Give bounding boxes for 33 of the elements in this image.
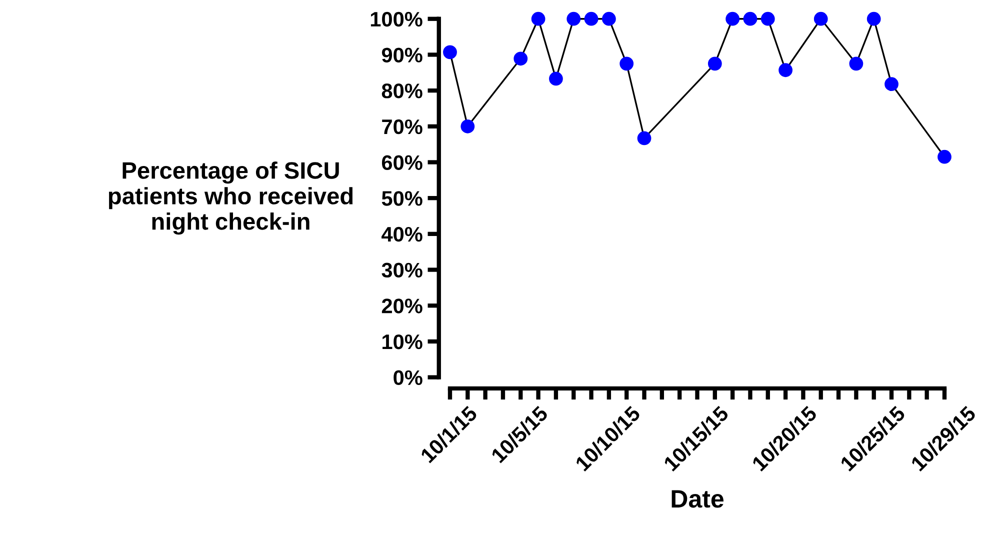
point (778, 63, 792, 78)
x-axis-title: Date (672, 490, 724, 508)
point (814, 12, 828, 26)
y-tick-label: 20% (382, 298, 422, 314)
point (849, 56, 864, 71)
point (549, 72, 563, 86)
y-tick-label: 50% (382, 191, 422, 206)
point (866, 12, 881, 26)
y-tick-label: 90% (382, 48, 422, 62)
point (726, 12, 740, 26)
point (514, 52, 528, 66)
y-tick-label: 10% (382, 334, 422, 350)
y-axis-title: Percentage of SICU patients who received night check-in (108, 162, 353, 235)
y-tick-label: 40% (382, 226, 422, 242)
point (602, 12, 616, 26)
y-tick-label: 80% (382, 84, 422, 98)
point (760, 12, 775, 26)
y-tick-label: 0% (394, 370, 422, 386)
y-tick-label: 70% (382, 119, 422, 134)
point (620, 56, 634, 71)
point (584, 12, 598, 26)
point (743, 12, 758, 26)
point (443, 45, 457, 60)
point (566, 12, 581, 26)
point (460, 119, 475, 134)
point (637, 131, 652, 146)
point (884, 77, 898, 92)
point (938, 150, 952, 164)
point (531, 12, 546, 26)
point (708, 56, 722, 71)
y-tick-label: 100% (370, 12, 422, 27)
y-tick-label: 60% (382, 155, 422, 170)
y-tick-label: 30% (382, 262, 422, 278)
